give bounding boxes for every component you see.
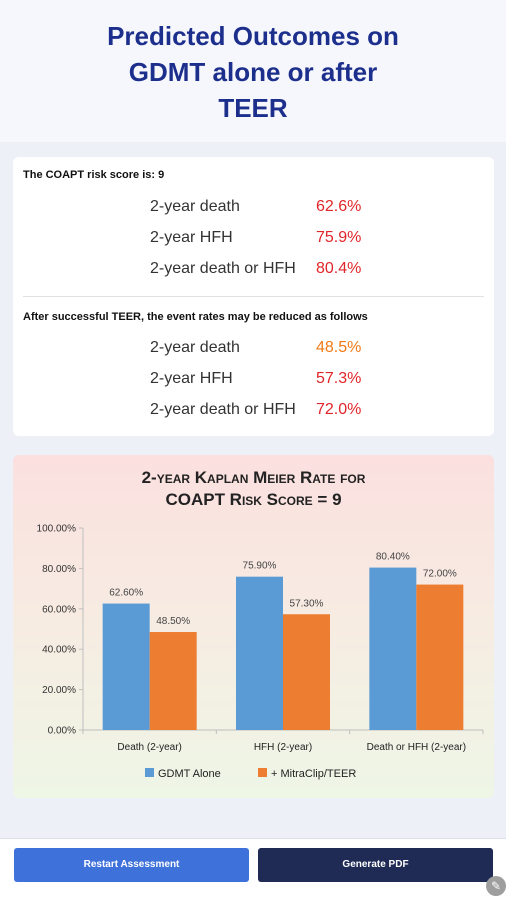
- data-label: 72.00%: [423, 569, 457, 580]
- outcome-label: 2-year HFH: [150, 370, 233, 387]
- outcome-value: 72.0%: [316, 401, 362, 418]
- y-tick-label: 20.00%: [42, 685, 76, 696]
- bar-chart: 0.00% 20.00% 40.00% 60.00% 80.00% 100.00% 62.6…: [37, 524, 484, 780]
- y-tick-label: 100.00%: [37, 524, 77, 535]
- y-tick-label: 80.00%: [42, 564, 76, 575]
- legend-swatch: [145, 768, 154, 777]
- risk-score-heading: The COAPT risk score is: 9: [23, 169, 165, 181]
- teer-row-death: 2-year death 48.5%: [13, 339, 494, 363]
- pencil-icon[interactable]: ✎: [486, 876, 506, 896]
- outcome-label: 2-year death or HFH: [150, 401, 296, 418]
- bar: [236, 576, 283, 730]
- outcome-value: 75.9%: [316, 229, 362, 246]
- data-label: 75.90%: [243, 561, 277, 572]
- bar: [283, 614, 330, 730]
- footer-bar: Restart Assessment Generate PDF: [0, 838, 506, 900]
- teer-heading: After successful TEER, the event rates m…: [23, 311, 368, 323]
- chart-title: 2-year Kaplan Meier Rate for COAPT Risk …: [13, 467, 494, 511]
- outcome-label: 2-year death or HFH: [150, 260, 296, 277]
- page-title-line: Predicted Outcomes on: [107, 21, 399, 51]
- bar: [102, 603, 150, 730]
- bar: [149, 632, 197, 730]
- teer-row-death-or-hfh: 2-year death or HFH 72.0%: [13, 401, 494, 425]
- page-title-line: TEER: [218, 93, 288, 123]
- chart-title-line: 2-year Kaplan Meier Rate for: [141, 468, 366, 487]
- bar: [416, 584, 464, 730]
- data-label: 62.60%: [109, 588, 143, 599]
- results-card: The COAPT risk score is: 9 2-year death …: [13, 157, 494, 436]
- legend-label: GDMT Alone: [158, 768, 221, 780]
- page-title: Predicted Outcomes on GDMT alone or afte…: [0, 18, 506, 126]
- legend-label: + MitraClip/TEER: [271, 768, 356, 780]
- gdmt-row-death: 2-year death 62.6%: [13, 198, 494, 222]
- gdmt-row-hfh: 2-year HFH 75.9%: [13, 229, 494, 253]
- bar: [369, 567, 417, 730]
- chart-card: 2-year Kaplan Meier Rate for COAPT Risk …: [13, 455, 494, 798]
- y-tick-label: 0.00%: [48, 726, 76, 737]
- chart-title-line: COAPT Risk Score = 9: [165, 490, 342, 509]
- restart-assessment-button[interactable]: Restart Assessment: [14, 848, 249, 882]
- legend-swatch: [258, 768, 267, 777]
- outcome-value: 48.5%: [316, 339, 362, 356]
- y-tick-label: 40.00%: [42, 645, 76, 656]
- outcome-label: 2-year death: [150, 339, 240, 356]
- data-label: 48.50%: [156, 616, 190, 627]
- gdmt-row-death-or-hfh: 2-year death or HFH 80.4%: [13, 260, 494, 284]
- data-label: 57.30%: [290, 598, 324, 609]
- x-tick-label: Death (2-year): [117, 742, 181, 753]
- y-tick-label: 60.00%: [42, 604, 76, 615]
- outcome-label: 2-year death: [150, 198, 240, 215]
- page-title-line: GDMT alone or after: [128, 57, 378, 87]
- outcome-value: 57.3%: [316, 370, 362, 387]
- page-header: Predicted Outcomes on GDMT alone or afte…: [0, 0, 506, 142]
- teer-row-hfh: 2-year HFH 57.3%: [13, 370, 494, 394]
- x-tick-label: Death or HFH (2-year): [367, 742, 466, 753]
- outcome-value: 62.6%: [316, 198, 362, 215]
- outcome-value: 80.4%: [316, 260, 362, 277]
- section-divider: [23, 296, 484, 297]
- x-tick-label: HFH (2-year): [254, 742, 312, 753]
- outcome-label: 2-year HFH: [150, 229, 233, 246]
- generate-pdf-button[interactable]: Generate PDF: [258, 848, 493, 882]
- data-label: 80.40%: [376, 552, 410, 563]
